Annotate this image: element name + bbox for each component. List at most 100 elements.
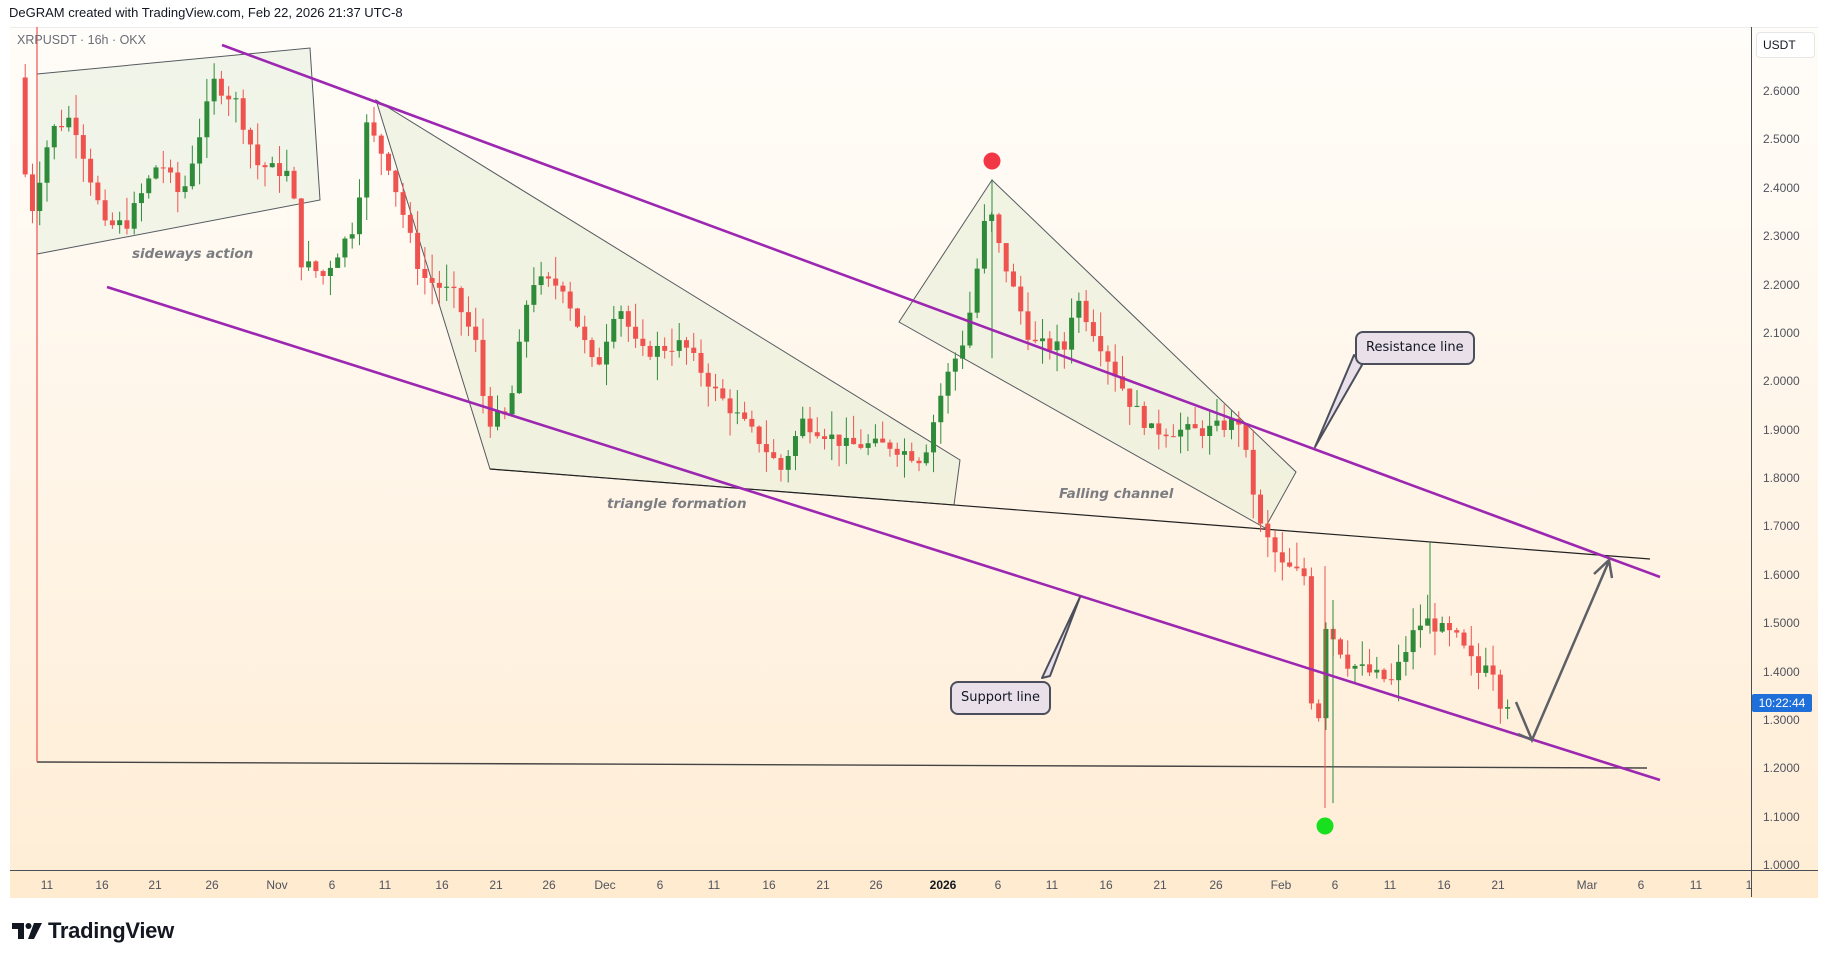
candle [197,137,203,164]
candle [909,451,915,461]
candle [1018,286,1024,312]
candle [1221,420,1227,430]
candle [1396,661,1402,681]
candle [1185,424,1191,430]
candle [524,304,530,342]
time-tick-label: Feb [1270,878,1292,892]
time-tick-label: 16 [95,878,109,892]
candle [1076,300,1082,318]
candle [538,276,544,286]
candle [349,234,355,239]
symbol-title[interactable]: XRPUSDT · 16h · OKX [17,33,146,47]
support-trendline[interactable] [106,285,1661,782]
resistance-trendline[interactable] [221,43,1661,579]
candle [80,135,86,159]
candle [662,345,668,351]
candle [611,318,617,342]
candle [37,182,43,212]
sideways-action-box[interactable] [36,47,321,255]
candle [1083,300,1089,323]
resistance-callout-pointer [1314,354,1363,448]
projection-arrow-path[interactable] [1514,560,1611,744]
candle [1025,311,1031,340]
candle [1258,494,1264,524]
candle [836,434,842,446]
time-axis[interactable] [10,870,1818,898]
candle [698,352,704,373]
candle [269,163,275,168]
candle [887,442,893,449]
tradingview-logo[interactable]: TradingView [12,918,174,944]
candle [451,286,457,289]
candle [705,372,711,387]
candle [1040,338,1046,342]
candle [51,125,57,148]
candle [545,276,551,279]
candle [153,167,159,179]
currency-selector-button[interactable]: USDT [1756,32,1815,58]
candle [1243,424,1249,450]
candle [313,261,319,272]
triangle-base-extension[interactable] [489,468,1651,560]
candle [138,193,144,204]
price-tick-label: 2.3000 [1763,229,1800,244]
price-tick-label: 1.5000 [1763,616,1800,631]
candle [444,286,450,288]
candle [1003,243,1009,272]
candle [247,129,253,145]
candle [734,412,740,414]
candle [233,98,239,100]
candle [1112,361,1118,377]
price-axis[interactable] [1751,27,1819,870]
tradingview-logo-icon [12,923,42,939]
price-tick-label: 1.8000 [1763,471,1800,485]
candle [851,437,857,445]
time-tick-label: 21 [489,878,503,892]
candle [124,220,130,229]
candle [1461,632,1467,646]
candle [822,436,828,440]
candle [1308,576,1314,704]
time-tick-label: 21 [148,878,162,892]
candle [458,288,464,313]
candle [95,182,101,201]
candle [1119,376,1125,389]
candle [1425,618,1431,626]
price-tick-label: 1.6000 [1763,567,1800,582]
time-tick-label: Nov [266,878,288,892]
candle [727,398,733,414]
resistance-line-callout[interactable]: Resistance line [1355,331,1475,365]
candle [1134,405,1140,407]
support-callout-pointer [1041,596,1081,679]
candle [792,436,798,456]
candle [320,271,326,276]
candle [131,203,137,229]
candle [240,98,246,130]
candle [364,122,370,198]
candle [1483,665,1489,673]
candle [1098,336,1104,352]
candle [756,426,762,445]
candle [1010,271,1016,287]
support-line-callout[interactable]: Support line [950,681,1051,715]
time-tick-label: 16 [762,878,776,892]
horizontal-support-level[interactable] [36,761,1648,769]
time-tick-label: 11 [1045,878,1059,892]
candle [1170,436,1176,438]
candle [509,393,515,415]
price-tick-label: 1.7000 [1763,519,1800,534]
candle [916,460,922,464]
time-tick-label: 11 [40,878,54,892]
candle [807,418,813,433]
candle [1446,623,1452,631]
candle [1228,418,1234,430]
candle [1454,630,1460,633]
candle [306,261,312,268]
time-tick-label: 11 [378,878,392,892]
time-tick-label: 6 [994,878,1002,892]
candle [843,437,849,446]
candle [567,291,573,309]
candle [880,438,886,443]
falling-channel-shape[interactable] [898,179,1297,529]
